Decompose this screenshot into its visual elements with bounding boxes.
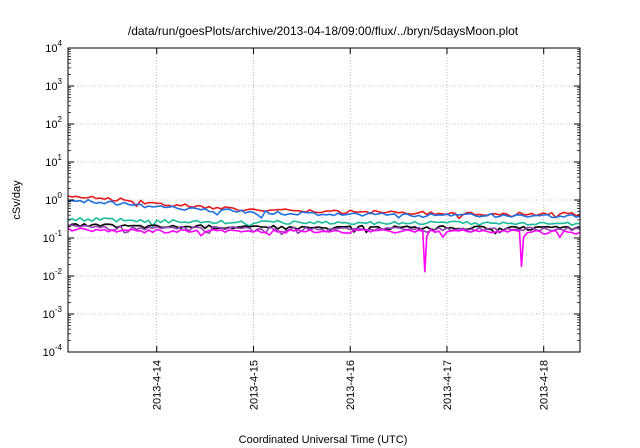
- y-tick-label: 103: [45, 77, 62, 93]
- series-line: [67, 195, 581, 220]
- x-tick-label: 2013-4-15: [248, 360, 260, 410]
- y-tick-label: 101: [45, 153, 62, 169]
- series-line: [67, 227, 581, 273]
- y-tick-label: 100: [45, 191, 62, 207]
- y-tick-label: 10-3: [43, 305, 63, 321]
- y-axis-label: cSv/day: [11, 180, 23, 220]
- y-tick-label: 104: [45, 39, 62, 55]
- x-axis-label: Coordinated Universal Time (UTC): [239, 434, 408, 446]
- y-axis-ticks: 10-4 10-3 10-2 10-1 100 101 102 103 104: [43, 39, 580, 359]
- series-line: [67, 198, 581, 219]
- y-tick-label: 10-1: [43, 229, 63, 245]
- x-axis-ticks: 2013-4-14 2013-4-15 2013-4-16 2013-4-17 2013…: [152, 48, 551, 410]
- x-tick-label: 2013-4-14: [152, 360, 164, 410]
- grid: [68, 48, 580, 352]
- x-tick-label: 2013-4-16: [345, 360, 357, 410]
- y-tick-label: 10-2: [43, 267, 63, 283]
- series-lines: [67, 195, 581, 273]
- x-tick-label: 2013-4-17: [442, 360, 454, 410]
- series-line: [67, 216, 580, 228]
- y-tick-label: 102: [45, 115, 62, 131]
- x-tick-label: 2013-4-18: [539, 360, 551, 410]
- chart-title: /data/run/goesPlots/archive/2013-04-18/0…: [128, 24, 519, 38]
- y-tick-label: 10-4: [43, 343, 63, 359]
